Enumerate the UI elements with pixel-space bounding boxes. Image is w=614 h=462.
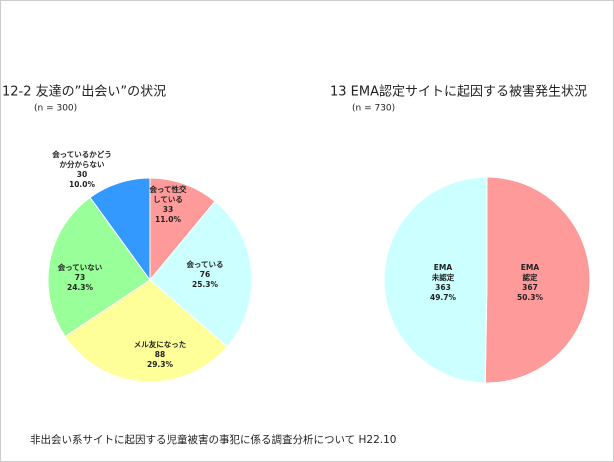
chart-title: 12-2 友達の”出会い”の状況 [2,84,166,100]
slice-label: 認定 [523,272,538,282]
slice-percent: 11.0% [155,215,182,224]
slice-value: 363 [435,283,451,292]
slice-label: EMA [521,263,540,272]
slice-value: 367 [522,283,538,292]
slice-percent: 50.3% [517,293,544,302]
slice-label: か分からない [60,159,105,169]
chart-subtitle: (n = 300) [34,104,77,114]
slice-value: 73 [75,273,85,282]
slice-label: 会っているかどう [52,149,112,159]
slice-percent: 25.3% [192,280,219,289]
slice-label: 会っていない [58,262,103,272]
pie-slice [47,196,151,338]
slice-percent: 29.3% [147,360,174,369]
footer: 非出会い系サイトに起因する児童被害の事犯に係る調査分析について H22.10 [30,433,396,446]
pie-slice [64,279,228,383]
pie-slice [149,177,216,282]
slice-value: 33 [163,205,173,214]
slice-percent: 49.7% [430,293,457,302]
pie-slice [484,176,591,384]
slice-label: 会って性交 [149,184,187,194]
slice-percent: 10.0% [69,180,96,189]
slice-label: メル友になった [134,339,187,349]
pie-slice [383,176,488,384]
pie-slice [149,200,253,348]
chart-subtitle: (n = 730) [352,104,395,114]
slice-value: 30 [77,170,87,179]
slice-label: 会っている [186,259,223,269]
slice-value: 76 [200,270,210,279]
slice-percent: 24.3% [67,283,94,292]
pie-slice [89,177,151,282]
slice-label: している [153,195,183,204]
chart-title: 13 EMA認定サイトに起因する被害発生状況 [330,84,587,100]
slice-label: 未認定 [432,272,455,282]
slice-value: 88 [155,350,165,359]
slice-label: EMA [434,263,453,272]
